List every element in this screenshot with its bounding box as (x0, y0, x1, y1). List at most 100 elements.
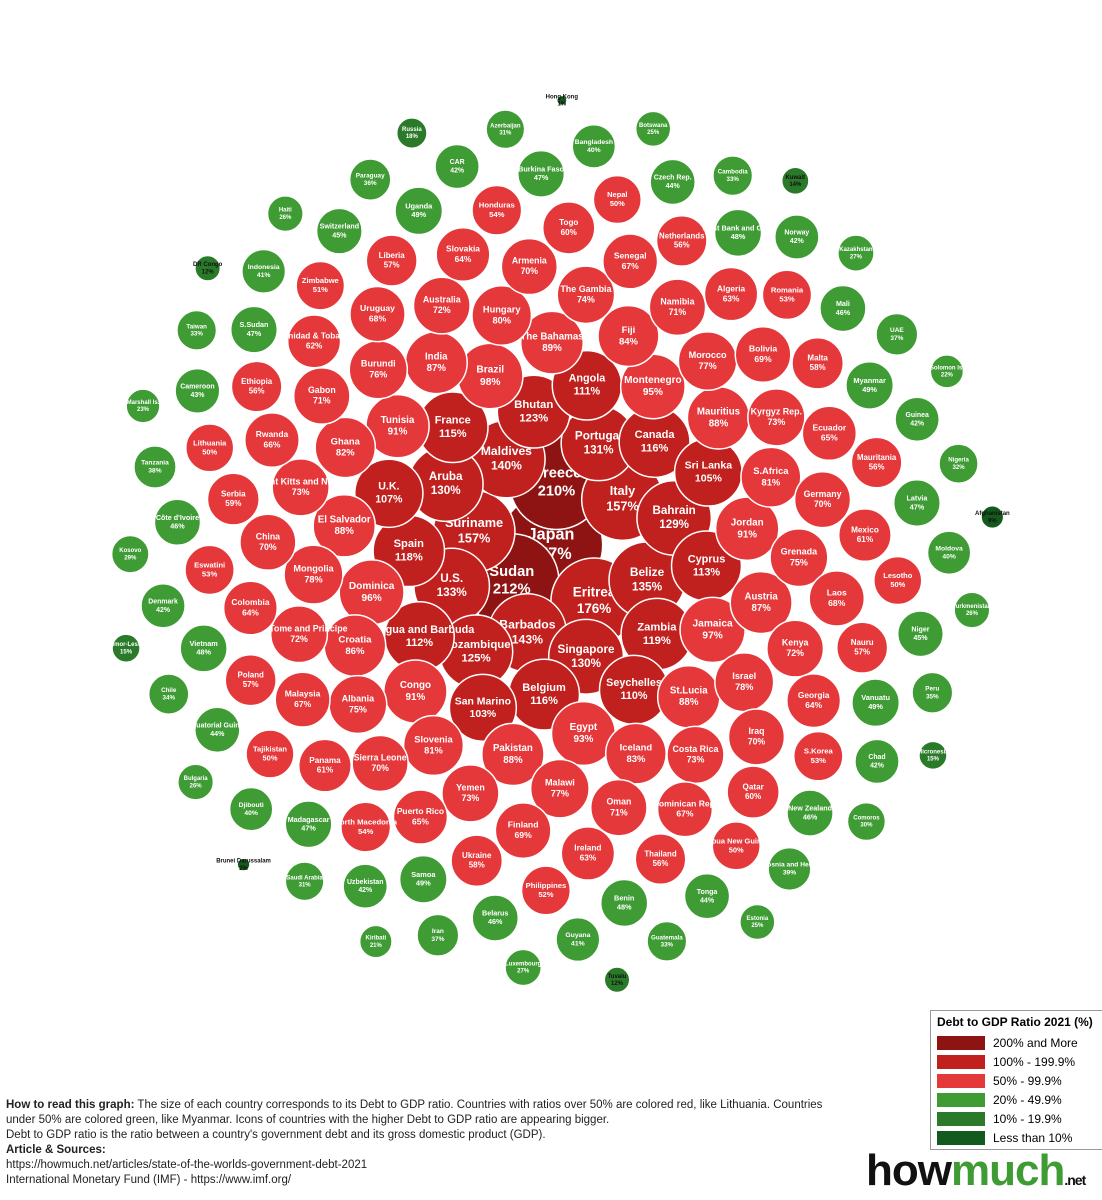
country-bubble (646, 920, 688, 962)
country-value: 118% (395, 552, 423, 564)
country: Luxembourg 27% (504, 948, 543, 987)
country-value: 77% (551, 789, 569, 799)
country-value: 50% (263, 753, 278, 762)
country: Hungary 80% (471, 285, 533, 346)
country-name: Equatorial Guinea (187, 722, 247, 729)
country-bubble (734, 326, 792, 384)
country-name: Pakistan (493, 743, 533, 754)
country-bubble (395, 117, 428, 149)
country-name: Uzbekistan (347, 879, 383, 886)
country-name: Finland (508, 820, 539, 830)
country-bubble (529, 758, 590, 819)
country-name: Kenya (782, 638, 809, 648)
country-value: 48% (731, 232, 746, 241)
country-name: Tanzania (141, 460, 169, 467)
country-bubble (571, 124, 617, 169)
country-value: 73% (687, 755, 705, 765)
country-bubble (312, 494, 377, 558)
country-value: 15% (927, 757, 940, 763)
country-bubble (349, 285, 406, 343)
country: Azerbaijan 31% (485, 109, 526, 150)
country-name: Colombia (231, 597, 269, 607)
country-name: Myanmar (853, 376, 886, 385)
country-bubble (729, 570, 793, 635)
country-name: Luxembourg (505, 961, 542, 967)
country-name: Ethiopia (241, 377, 273, 386)
country-name: S.Sudan (239, 320, 268, 329)
country-value: 31% (299, 883, 312, 889)
country-value: 57% (384, 260, 400, 269)
country-name: Nigeria (948, 457, 969, 464)
country-value: 50% (890, 580, 905, 589)
legend-label: 20% - 49.9% (993, 1092, 1062, 1107)
country-name: Angola (569, 373, 607, 385)
country-name: Switzerland (320, 223, 360, 231)
country-name: Montenegro (624, 375, 682, 386)
country-value: 70% (371, 763, 389, 773)
legend-label: 10% - 19.9% (993, 1111, 1062, 1126)
country-name: Singapore (558, 643, 616, 656)
country-bubble (340, 801, 392, 853)
country-name: Algeria (717, 283, 746, 293)
country-value: 42% (870, 762, 884, 769)
country-bubble (560, 826, 616, 881)
country-name: San Marino (455, 696, 511, 707)
country-value: 30% (860, 823, 873, 829)
country-name: Cambodia (718, 169, 748, 176)
country-bubble (274, 671, 331, 728)
country-value: 110% (621, 690, 648, 702)
country-bubble (244, 412, 300, 468)
country-bubble (315, 207, 363, 255)
country-name: Malta (807, 354, 828, 363)
logo-net: .net (1064, 1172, 1086, 1188)
country-value: 50% (202, 447, 217, 456)
country-value: 32% (952, 464, 965, 471)
country-name: Hungary (483, 304, 521, 314)
country-name: St.Lucia (670, 686, 708, 697)
country-name: Côte d'Ivoire (156, 513, 199, 522)
country-name: Madagascar (288, 815, 330, 824)
country-value: 25% (647, 130, 660, 136)
legend-label: 50% - 99.9% (993, 1073, 1062, 1088)
country-value: 116% (641, 443, 669, 455)
country-bubble (766, 619, 825, 678)
country-name: Ireland (574, 843, 601, 853)
country-bubble (634, 833, 687, 886)
country-bubble (435, 226, 491, 283)
country-name: El Salvador (318, 515, 371, 526)
country-name: Slovakia (446, 244, 480, 254)
country-name: Spain (394, 538, 424, 550)
country-bubble (767, 846, 812, 892)
country-value: 98% (480, 377, 500, 388)
bubble-chart: Japan257%Sudan212%Greece210%Eritrea176%S… (111, 94, 1011, 993)
country-name: Indonesia (248, 264, 280, 271)
country-name: Russia (402, 127, 422, 133)
country-value: 23% (137, 407, 150, 413)
country-value: 72% (433, 305, 451, 315)
country-value: 91% (406, 692, 426, 703)
country-name: Puerto Rico (397, 806, 444, 816)
country-value: 44% (700, 897, 715, 904)
country-value: 60% (745, 792, 761, 801)
country-value: 46% (170, 521, 185, 530)
country-value: 75% (790, 557, 808, 567)
